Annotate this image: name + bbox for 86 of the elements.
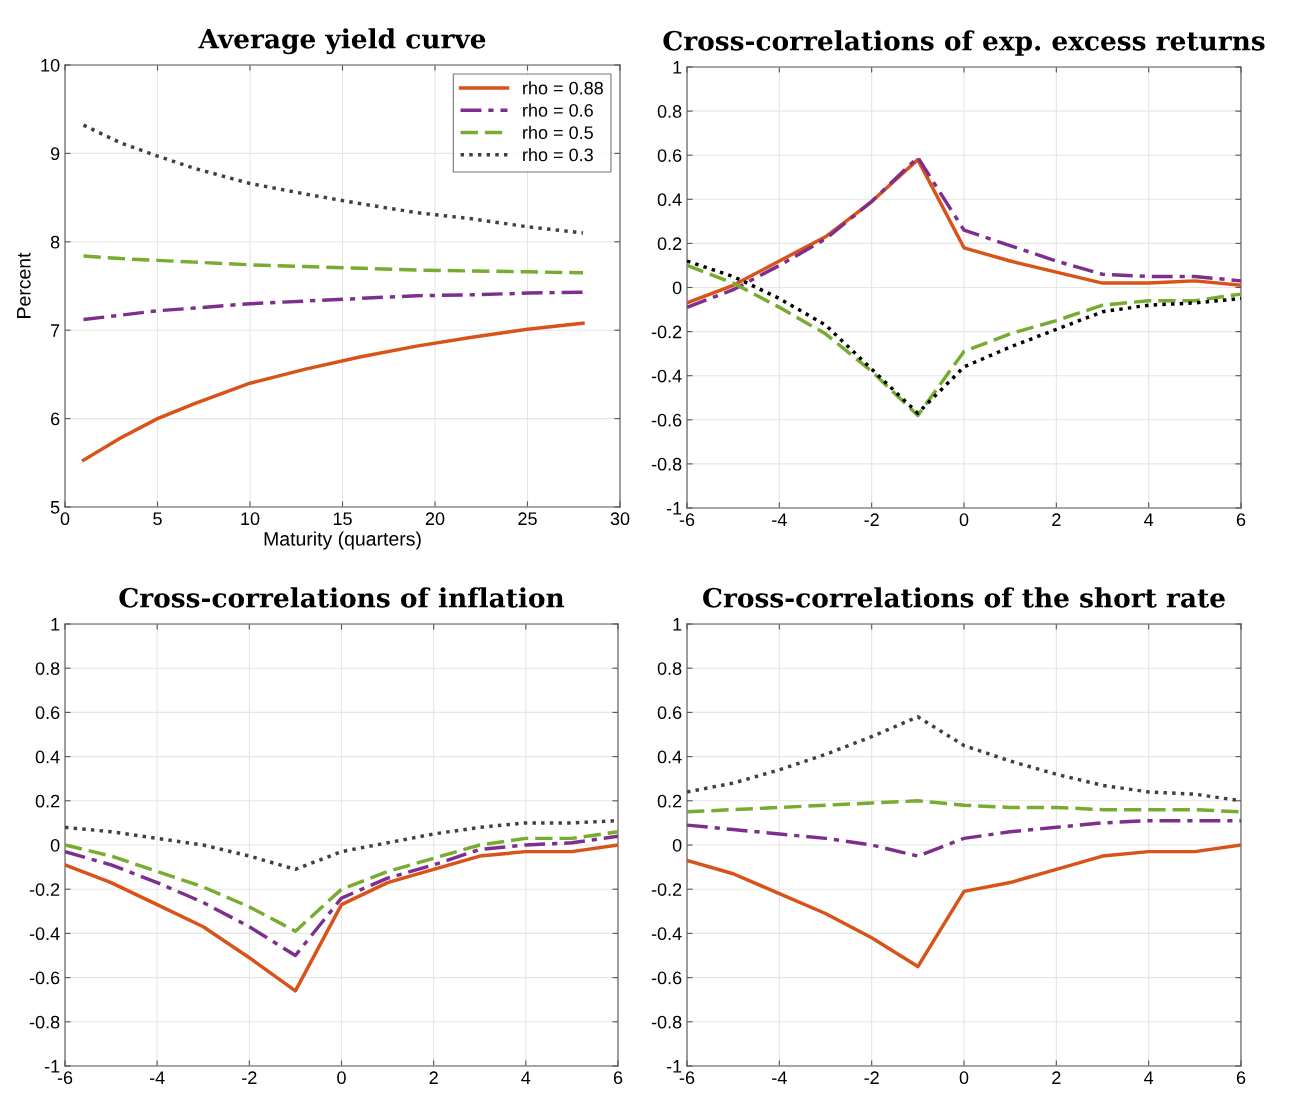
- x-tick-label: 2: [429, 1071, 438, 1084]
- line-series: [81, 321, 585, 462]
- y-tick-label: 6: [51, 412, 60, 426]
- y-tick-label: -0.8: [651, 1015, 682, 1029]
- y-tick-label: 0.6: [35, 706, 60, 720]
- x-tick-label: 0: [959, 513, 969, 527]
- y-tick-label: -0.4: [651, 927, 682, 941]
- line-series: [81, 254, 585, 275]
- x-tick-label: 4: [1144, 513, 1154, 526]
- y-tick-label: -0.2: [29, 883, 60, 896]
- y-tick-label: 0.4: [657, 750, 682, 764]
- chart-title: Average yield curve: [198, 28, 486, 55]
- y-tick-label: -0.2: [651, 325, 682, 339]
- y-tick-label: 0.6: [657, 706, 682, 720]
- y-tick-label: 1: [673, 61, 682, 74]
- chart-title: Cross-correlations of inflation: [119, 587, 565, 608]
- y-tick-label: -0.8: [29, 1015, 60, 1029]
- y-tick-label: -1: [44, 1060, 60, 1073]
- x-tick-label: 10: [241, 512, 260, 526]
- x-tick-label: 20: [425, 512, 445, 526]
- y-axis-title: Percent: [17, 252, 31, 318]
- x-tick-label: -4: [149, 1071, 165, 1084]
- y-tick-label: 0.2: [657, 237, 682, 251]
- x-tick-label: 0: [337, 1071, 346, 1085]
- legend-label: rho = 0.88: [523, 81, 603, 95]
- y-tick-label: -0.8: [651, 457, 682, 471]
- line-series: [65, 830, 618, 933]
- line-series: [81, 290, 585, 322]
- line-series: [65, 834, 618, 958]
- x-tick-label: 6: [613, 1071, 623, 1085]
- x-axis-title: Maturity (quarters): [264, 531, 421, 550]
- x-tick-label: -2: [864, 1071, 879, 1084]
- x-tick-label: -6: [679, 513, 695, 527]
- line-series: [65, 843, 618, 993]
- x-tick-label: -4: [772, 513, 787, 526]
- chart-title: Cross-correlations of exp. excess returns: [663, 30, 1265, 56]
- x-tick-label: 30: [610, 512, 630, 526]
- y-tick-label: 0.6: [657, 149, 682, 162]
- y-tick-label: -0.2: [651, 883, 682, 896]
- y-tick-label: -1: [666, 502, 682, 515]
- y-tick-label: 0: [672, 281, 682, 295]
- y-tick-label: -0.6: [651, 413, 682, 427]
- x-tick-label: 15: [333, 512, 352, 526]
- y-tick-label: 1: [673, 618, 682, 631]
- x-tick-label: 6: [1236, 513, 1246, 527]
- y-tick-label: 0.8: [35, 662, 60, 675]
- x-tick-label: -6: [679, 1071, 695, 1085]
- legend-label: rho = 0.6: [523, 103, 593, 117]
- x-tick-label: -2: [242, 1071, 257, 1084]
- y-tick-label: 0.2: [35, 794, 60, 808]
- legend-label: rho = 0.3: [523, 147, 593, 162]
- y-tick-label: -0.4: [651, 369, 682, 383]
- chart-title: Cross-correlations of the short rate: [703, 587, 1225, 608]
- y-tick-label: 0.8: [657, 105, 682, 118]
- line-series: [687, 818, 1241, 858]
- legend-label: rho = 0.5: [523, 125, 593, 140]
- y-tick-label: 0.4: [35, 750, 60, 764]
- x-tick-label: -4: [772, 1071, 787, 1084]
- x-tick-label: 25: [518, 512, 537, 526]
- y-tick-label: -1: [666, 1060, 682, 1073]
- y-tick-label: 0.2: [657, 794, 682, 808]
- y-tick-label: 0.8: [657, 662, 682, 675]
- y-tick-label: -0.6: [29, 971, 60, 985]
- x-tick-label: 4: [1144, 1071, 1154, 1084]
- y-tick-label: 0: [672, 838, 682, 852]
- x-tick-label: 0: [959, 1071, 969, 1085]
- x-tick-label: 4: [521, 1071, 531, 1084]
- line-series: [687, 843, 1241, 969]
- y-tick-label: 0.4: [657, 193, 682, 207]
- x-tick-label: 2: [1052, 513, 1061, 526]
- x-tick-label: 0: [60, 512, 70, 526]
- y-tick-label: 7: [51, 324, 60, 337]
- x-tick-label: -2: [864, 513, 879, 526]
- line-series: [687, 799, 1241, 814]
- y-tick-label: 1: [51, 618, 60, 631]
- x-tick-label: 6: [1236, 1071, 1246, 1085]
- x-tick-label: 2: [1052, 1071, 1061, 1084]
- x-tick-label: 5: [153, 512, 162, 526]
- y-tick-label: 9: [50, 147, 60, 161]
- y-tick-label: 5: [50, 501, 60, 514]
- y-tick-label: -0.4: [29, 927, 60, 941]
- y-tick-label: -0.6: [651, 971, 682, 985]
- x-tick-label: -6: [57, 1071, 73, 1085]
- y-tick-label: 8: [50, 235, 60, 249]
- y-tick-label: 0: [50, 838, 60, 852]
- y-tick-label: 10: [41, 58, 60, 72]
